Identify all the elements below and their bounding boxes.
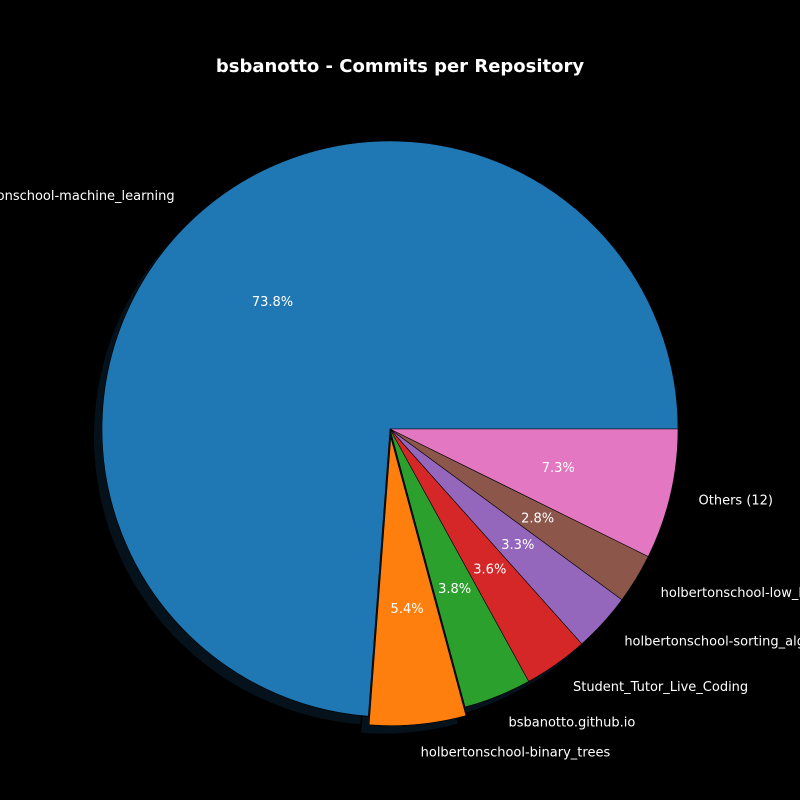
category-label-holbertonschool-machine-learning: holbertonschool-machine_learning: [0, 189, 175, 204]
percent-label-others-12: 7.3%: [542, 461, 575, 476]
category-label-holbertonschool-sorting-algorithms: holbertonschool-sorting_algorithms: [624, 635, 800, 650]
slice-others-12: [389, 428, 679, 557]
category-label-holbertonschool-low-level-programming: holbertonschool-low_level_programming: [661, 586, 800, 601]
slice-holbertonschool-machine-learning: [101, 140, 679, 717]
pie-slices: [101, 140, 679, 726]
percent-label-bsbanotto-github-io: 3.8%: [438, 582, 471, 597]
category-label-others-12: Others (12): [699, 494, 774, 509]
category-label-bsbanotto-github-io: bsbanotto.github.io: [508, 715, 635, 730]
category-label-holbertonschool-binary-trees: holbertonschool-binary_trees: [421, 745, 611, 760]
percent-label-student-tutor-live-coding: 3.6%: [473, 563, 506, 578]
slice-holbertonschool-binary-trees: [368, 437, 467, 726]
pie-labels: holbertonschool-machine_learning 73.8% hol…: [0, 189, 800, 760]
category-label-student-tutor-live-coding: Student_Tutor_Live_Coding: [573, 680, 748, 695]
percent-label-holbertonschool-low-level-programming: 2.8%: [521, 511, 554, 526]
percent-label-holbertonschool-sorting-algorithms: 3.3%: [501, 538, 534, 553]
chart-title: bsbanotto - Commits per Repository: [216, 56, 585, 77]
percent-label-holbertonschool-binary-trees: 5.4%: [391, 602, 424, 617]
percent-label-holbertonschool-machine-learning: 73.8%: [252, 295, 293, 310]
